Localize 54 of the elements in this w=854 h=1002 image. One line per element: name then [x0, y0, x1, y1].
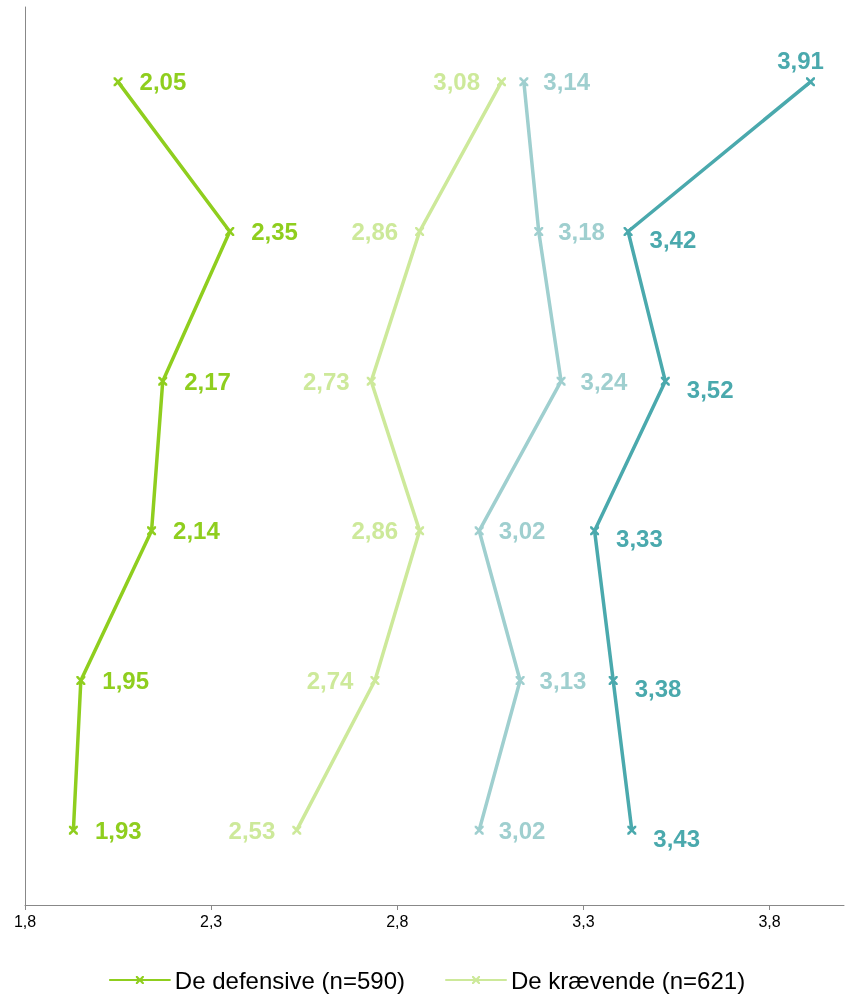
x-tick-label: 3,8	[758, 912, 781, 930]
point	[515, 676, 525, 685]
x-tick-label: 2,3	[200, 912, 223, 930]
legend-label: De defensive (n=590)	[174, 966, 406, 994]
data-label: 3,33	[616, 525, 663, 553]
point	[608, 676, 618, 685]
point	[474, 526, 484, 536]
data-label: 1,95	[102, 667, 150, 694]
point	[158, 376, 168, 386]
data-label: 3,14	[543, 68, 591, 96]
point	[68, 825, 78, 835]
point	[366, 376, 376, 386]
point	[556, 376, 566, 386]
point	[806, 77, 815, 87]
data-label: 3,24	[580, 367, 628, 395]
data-label: 3,43	[653, 824, 701, 852]
data-label: 3,38	[634, 675, 682, 702]
data-label: 2,35	[251, 218, 298, 245]
point	[534, 227, 544, 236]
data-label: 2,73	[302, 367, 350, 395]
point	[292, 825, 302, 835]
legend-label: De krævende (n=621)	[511, 966, 746, 994]
data-label: 3,52	[686, 375, 734, 403]
x-tick-label: 1,8	[13, 912, 37, 930]
data-label: 3,08	[433, 68, 481, 96]
point	[627, 825, 637, 835]
point	[415, 526, 425, 536]
data-label: 2,74	[306, 667, 355, 694]
data-label: 2,05	[139, 68, 187, 96]
point	[113, 77, 123, 87]
data-label: 2,53	[228, 816, 276, 844]
data-label: 3,91	[777, 46, 824, 74]
data-label: 3,42	[649, 226, 697, 253]
data-label: 2,86	[351, 517, 399, 545]
x-tick-label: 2,8	[386, 912, 409, 930]
point	[590, 526, 600, 536]
point	[76, 676, 86, 685]
point	[519, 77, 529, 87]
data-label: 3,02	[498, 517, 546, 545]
x-tick-label: 3,3	[572, 912, 595, 930]
data-label: 2,17	[184, 367, 231, 395]
point	[497, 77, 507, 87]
point	[225, 227, 235, 236]
data-label: 1,93	[94, 816, 142, 844]
point	[660, 376, 670, 386]
data-label: 2,86	[351, 218, 399, 245]
data-label: 3,02	[498, 816, 546, 844]
point	[623, 227, 633, 236]
point	[147, 526, 157, 536]
point	[474, 825, 484, 835]
point	[370, 676, 380, 685]
data-label: 2,14	[173, 517, 221, 545]
data-label: 3,13	[539, 667, 587, 694]
data-label: 3,18	[558, 218, 605, 245]
